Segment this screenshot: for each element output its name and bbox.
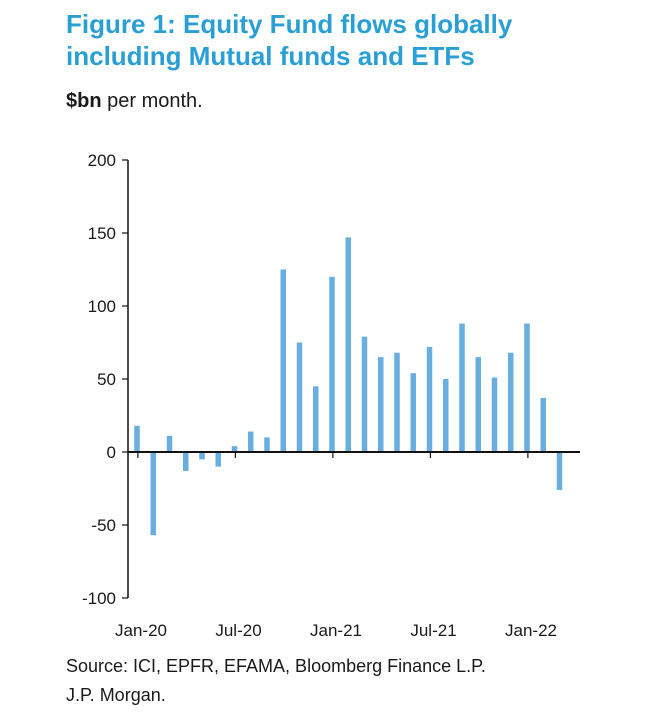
- bar-Jan-20: [134, 425, 140, 452]
- y-tick-label: 0: [107, 443, 116, 462]
- bar-Jan-22: [524, 323, 530, 452]
- y-tick-label: 100: [88, 297, 116, 316]
- x-tick-label: Jul-21: [410, 621, 456, 640]
- bar-Oct-20: [280, 269, 286, 452]
- bar-Jul-21: [426, 346, 433, 452]
- chart-subtitle: $bn per month.: [66, 90, 203, 113]
- bar-Sep-20: [264, 437, 270, 452]
- bar-Mar-22: [556, 452, 563, 490]
- source-line-1: Source: ICI, EPFR, EFAMA, Bloomberg Fina…: [66, 656, 486, 676]
- bar-Mar-20: [166, 435, 173, 452]
- bar-Oct-21: [475, 357, 481, 452]
- bar-Nov-21: [491, 377, 498, 452]
- bar-Sep-21: [459, 323, 465, 452]
- x-tick-label: Jan-22: [505, 621, 557, 640]
- bar-Apr-20: [183, 452, 189, 471]
- y-tick-label: 150: [88, 224, 116, 243]
- bar-Dec-21: [508, 352, 514, 452]
- y-tick-label: -50: [91, 516, 116, 535]
- bar-May-20: [199, 452, 205, 460]
- bar-Feb-21: [345, 237, 351, 452]
- subtitle-unit: $bn: [66, 90, 102, 112]
- bar-Dec-20: [313, 386, 319, 452]
- bar-chart: 200 150 100 50 0 -50 -100 Jan-20 Jul-20 Jan-21 Jul…: [82, 151, 580, 640]
- y-tick-label: 200: [88, 151, 116, 170]
- bar-Aug-21: [443, 379, 449, 452]
- bar-Aug-20: [248, 431, 254, 452]
- y-tick-label: 50: [97, 370, 116, 389]
- y-tick-label: -100: [82, 589, 116, 608]
- source-line-2: J.P. Morgan.: [66, 685, 166, 705]
- subtitle-rest: per month.: [101, 90, 203, 112]
- bar-Feb-20: [150, 452, 156, 536]
- chart-title: Figure 1: Equity Fund flows globally inc…: [66, 8, 626, 72]
- bar-Feb-22: [540, 397, 546, 452]
- x-tick-label: Jan-20: [115, 621, 167, 640]
- source-note: Source: ICI, EPFR, EFAMA, Bloomberg Fina…: [66, 652, 626, 710]
- x-tick-label: Jul-20: [215, 621, 261, 640]
- title-line-1: Figure 1: Equity Fund flows globally: [66, 9, 513, 39]
- bar-Apr-21: [378, 357, 384, 452]
- bar-Mar-21: [361, 336, 368, 452]
- x-tick-label: Jan-21: [310, 621, 362, 640]
- bar-Jun-21: [410, 373, 416, 452]
- bar-May-21: [394, 352, 400, 452]
- bar-Jul-20: [231, 446, 238, 452]
- title-line-2: including Mutual funds and ETFs: [66, 41, 475, 71]
- bar-Jan-21: [329, 276, 335, 452]
- bar-Jun-20: [215, 452, 221, 467]
- bar-Nov-20: [296, 342, 303, 452]
